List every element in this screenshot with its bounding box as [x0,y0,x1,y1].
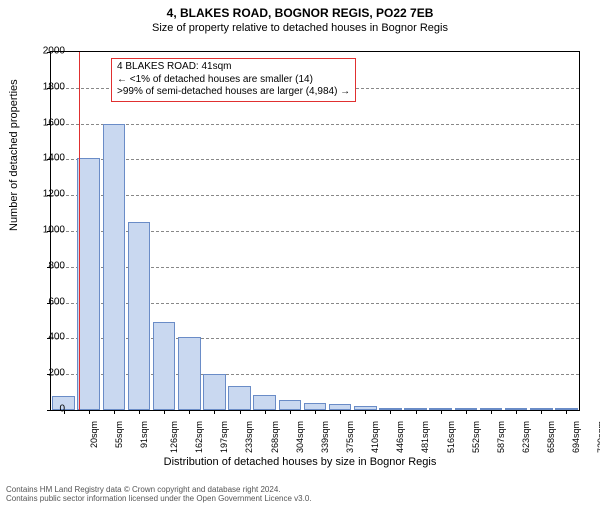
histogram-bar [253,395,276,410]
xtick-label: 587sqm [496,421,506,453]
ytick-label: 400 [25,332,65,343]
histogram-bar [203,374,226,410]
xtick-label: 162sqm [194,421,204,453]
xtick-label: 268sqm [270,421,280,453]
ytick-label: 600 [25,296,65,307]
histogram-bar [228,386,251,410]
footer-line: Contains HM Land Registry data © Crown c… [6,485,312,495]
ytick-label: 2000 [25,46,65,57]
plot-region: 4 BLAKES ROAD: 41sqm← <1% of detached ho… [50,51,580,411]
ytick-label: 1800 [25,81,65,92]
xtick-label: 481sqm [420,421,430,453]
xtick-label: 126sqm [169,421,179,453]
xtick-label: 658sqm [546,421,556,453]
xtick-label: 91sqm [139,421,149,448]
grid-line [51,124,579,125]
xtick-label: 410sqm [370,421,380,453]
y-axis-label: Number of detached properties [8,79,20,231]
ytick-label: 0 [25,404,65,415]
histogram-bar [153,322,176,410]
xtick-label: 623sqm [521,421,531,453]
xtick-label: 375sqm [345,421,355,453]
grid-line [51,159,579,160]
annotation-line: ← <1% of detached houses are smaller (14… [117,74,350,87]
xtick-label: 516sqm [446,421,456,453]
histogram-bar [103,124,126,410]
xtick-label: 339sqm [320,421,330,453]
xtick-label: 233sqm [244,421,254,453]
xtick-label: 55sqm [114,421,124,448]
ytick-label: 1400 [25,153,65,164]
page-subtitle: Size of property relative to detached ho… [0,22,600,34]
ytick-label: 1200 [25,189,65,200]
ytick-label: 1600 [25,117,65,128]
annotation-box: 4 BLAKES ROAD: 41sqm← <1% of detached ho… [111,58,356,102]
xtick-label: 694sqm [571,421,581,453]
ytick-label: 1000 [25,225,65,236]
xtick-label: 304sqm [295,421,305,453]
xtick-label: 552sqm [471,421,481,453]
ytick-label: 800 [25,260,65,271]
histogram-bar [128,222,151,410]
x-axis-label: Distribution of detached houses by size … [0,456,600,468]
xtick-label: 446sqm [395,421,405,453]
grid-line [51,195,579,196]
xtick-label: 197sqm [219,421,229,453]
histogram-bar [77,158,100,410]
marker-line [79,52,80,410]
annotation-line: 4 BLAKES ROAD: 41sqm [117,61,350,74]
annotation-line: >99% of semi-detached houses are larger … [117,86,350,99]
ytick-label: 200 [25,368,65,379]
histogram-bar [178,337,201,410]
xtick-label: 729sqm [596,421,600,453]
page-title: 4, BLAKES ROAD, BOGNOR REGIS, PO22 7EB [0,6,600,20]
xtick-label: 20sqm [89,421,99,448]
histogram-bar [279,400,302,410]
chart-area: 4 BLAKES ROAD: 41sqm← <1% of detached ho… [50,51,580,411]
footer-attribution: Contains HM Land Registry data © Crown c… [6,485,312,504]
footer-line: Contains public sector information licen… [6,494,312,504]
histogram-bar [304,403,327,410]
